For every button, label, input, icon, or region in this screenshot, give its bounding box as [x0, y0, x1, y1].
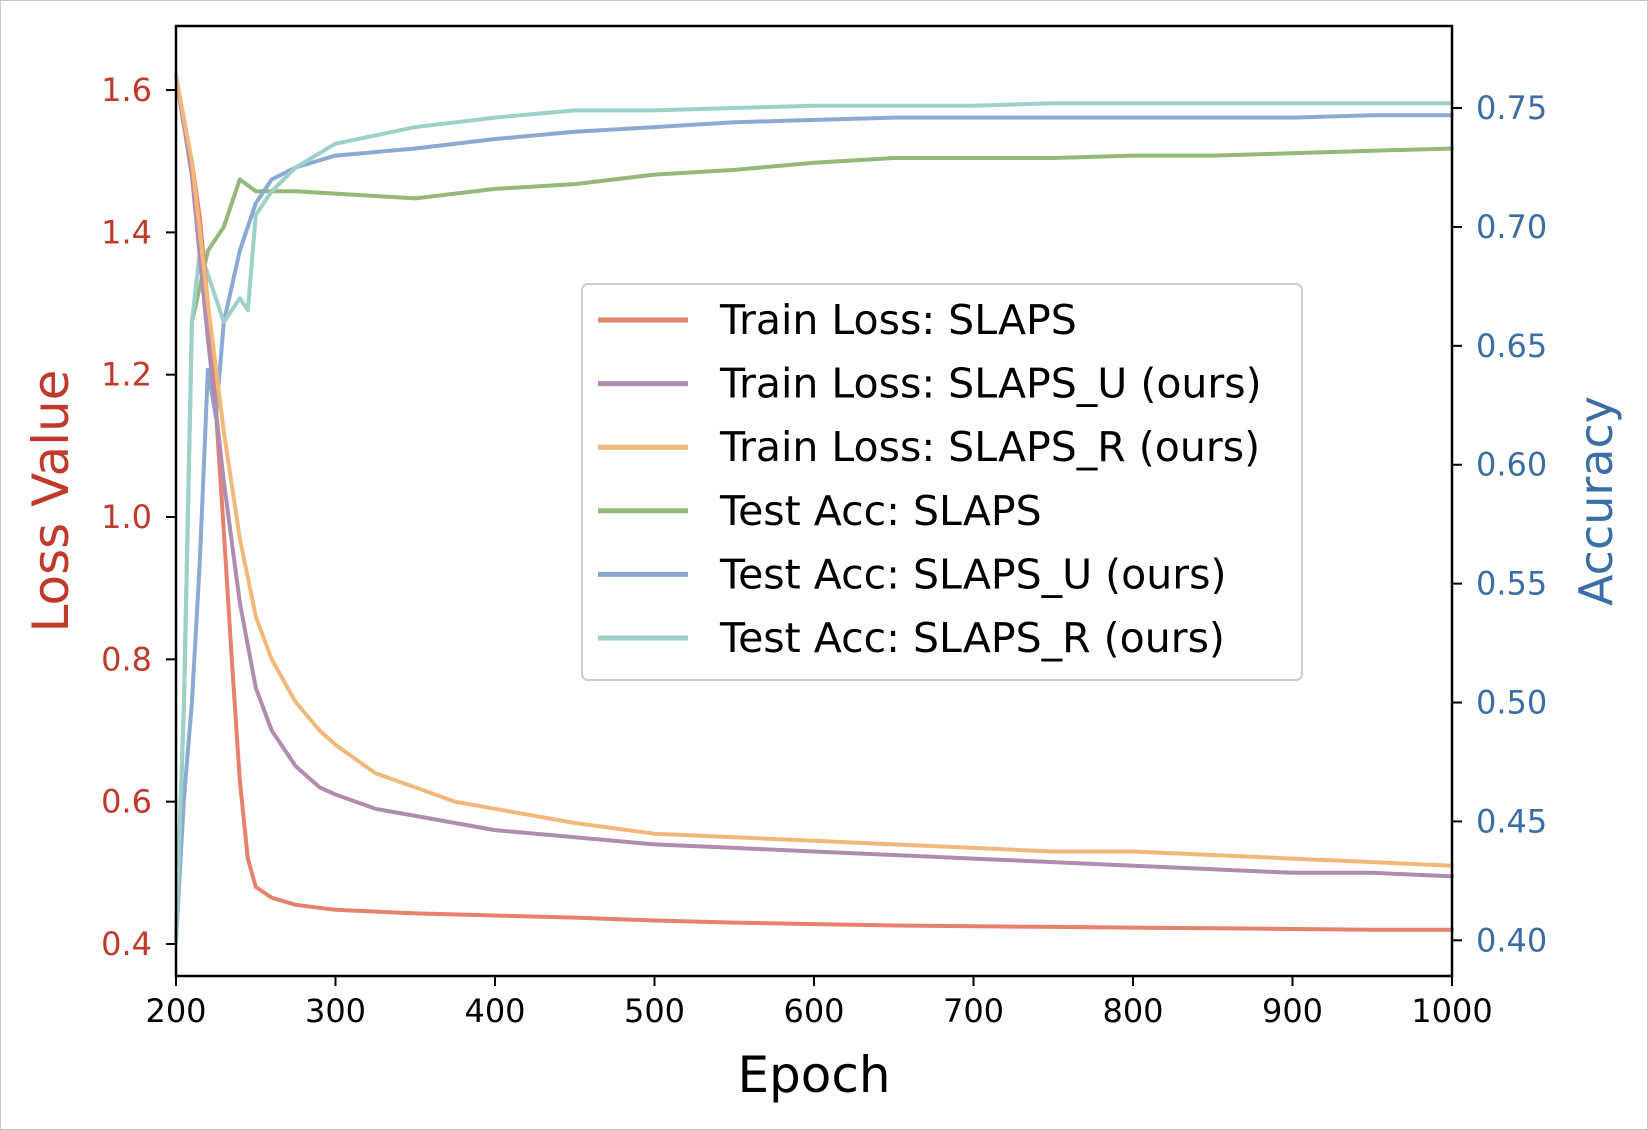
right-y-tick-label: 0.70 — [1476, 208, 1547, 246]
series-line-train-loss-slaps-r-ours — [174, 73, 1454, 868]
right-y-tick-label: 0.65 — [1476, 327, 1547, 365]
x-tick-label: 300 — [305, 992, 366, 1030]
legend: Train Loss: SLAPS Train Loss: SLAPS_U (ou… — [581, 283, 1303, 681]
left-y-tick-label: 0.8 — [101, 640, 152, 678]
x-tick-label: 500 — [624, 992, 685, 1030]
series-line-train-loss-slaps-u-ours — [174, 73, 1454, 879]
right-y-tick-label: 0.75 — [1476, 89, 1547, 127]
series-layer — [174, 73, 1454, 943]
legend-label: Train Loss: SLAPS_U (ours) — [719, 360, 1262, 408]
right-y-tick-label: 0.50 — [1476, 684, 1547, 722]
x-axis-title: Epoch — [737, 1046, 890, 1104]
series-line-test-acc-slaps-r-ours — [174, 101, 1454, 943]
legend-label: Train Loss: SLAPS_R (ours) — [719, 423, 1260, 471]
left-y-tick-label: 0.6 — [101, 783, 152, 821]
right-y-tick-label: 0.40 — [1476, 921, 1547, 959]
legend-label: Train Loss: SLAPS — [719, 296, 1077, 344]
left-y-tick-label: 1.2 — [101, 356, 152, 394]
legend-label: Test Acc: SLAPS_U (ours) — [719, 550, 1226, 598]
left-y-axis-title: Loss Value — [22, 370, 80, 633]
right-y-axis-title: Accuracy — [1569, 396, 1623, 606]
legend-frame — [581, 283, 1303, 681]
x-tick-label: 900 — [1262, 992, 1323, 1030]
left-y-tick-label: 0.4 — [101, 925, 152, 963]
series-line-test-acc-slaps — [174, 146, 1454, 943]
right-y-tick-label: 0.60 — [1476, 446, 1547, 484]
x-tick-label: 700 — [943, 992, 1004, 1030]
x-tick-label: 800 — [1102, 992, 1163, 1030]
left-y-axis: 0.4 0.6 0.8 1.0 1.2 1.4 1.6 — [101, 71, 176, 963]
x-axis: 200 300 400 500 600 700 800 900 1000 — [145, 976, 1493, 1030]
x-tick-label: 200 — [145, 992, 206, 1030]
left-y-tick-label: 1.4 — [101, 213, 152, 251]
legend-label: Test Acc: SLAPS_R (ours) — [719, 614, 1225, 662]
legend-label: Test Acc: SLAPS — [719, 487, 1042, 535]
x-tick-label: 1000 — [1411, 992, 1492, 1030]
x-tick-label: 600 — [783, 992, 844, 1030]
left-y-tick-label: 1.6 — [101, 71, 152, 109]
right-y-axis: 0.40 0.45 0.50 0.55 0.60 0.65 0.70 0.75 — [1452, 89, 1547, 959]
series-line-test-acc-slaps-u-ours — [174, 113, 1454, 943]
x-tick-label: 400 — [464, 992, 525, 1030]
right-y-tick-label: 0.55 — [1476, 565, 1547, 603]
left-y-tick-label: 1.0 — [101, 498, 152, 536]
right-y-tick-label: 0.45 — [1476, 802, 1547, 840]
